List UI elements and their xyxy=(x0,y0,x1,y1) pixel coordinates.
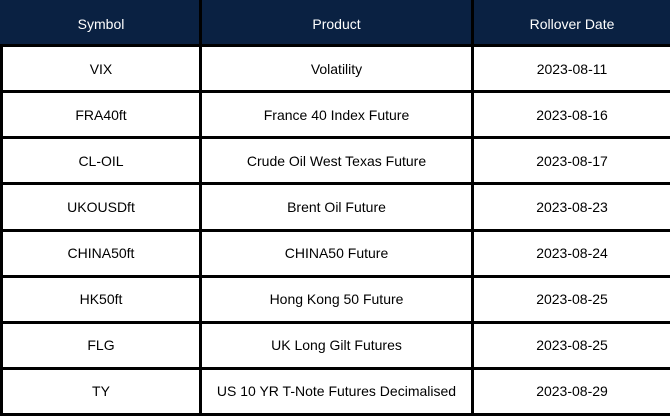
rollover-date-cell: 2023-08-16 xyxy=(471,90,670,140)
symbol-cell: VIX xyxy=(0,43,202,94)
product-cell: Brent Oil Future xyxy=(199,182,474,232)
table-row: CHINA50ft CHINA50 Future 2023-08-24 xyxy=(0,228,670,278)
header-product: Product xyxy=(199,0,474,47)
product-cell: France 40 Index Future xyxy=(199,90,474,140)
product-cell: CHINA50 Future xyxy=(199,228,474,278)
table-row: FLG UK Long Gilt Futures 2023-08-25 xyxy=(0,320,670,370)
symbol-cell: TY xyxy=(0,366,202,416)
rollover-date-cell: 2023-08-29 xyxy=(471,366,670,416)
symbol-cell: HK50ft xyxy=(0,274,202,324)
product-cell: Hong Kong 50 Future xyxy=(199,274,474,324)
symbol-cell: FRA40ft xyxy=(0,90,202,140)
symbol-cell: CHINA50ft xyxy=(0,228,202,278)
product-cell: Volatility xyxy=(199,43,474,94)
table-body: VIX Volatility 2023-08-11 FRA40ft France 40 … xyxy=(0,43,670,416)
header-symbol: Symbol xyxy=(0,0,202,47)
rollover-date-cell: 2023-08-25 xyxy=(471,274,670,324)
product-cell: UK Long Gilt Futures xyxy=(199,320,474,370)
rollover-date-cell: 2023-08-24 xyxy=(471,228,670,278)
header-rollover-date: Rollover Date xyxy=(471,0,670,47)
product-cell: Crude Oil West Texas Future xyxy=(199,136,474,186)
table-header-row: Symbol Product Rollover Date xyxy=(0,0,670,47)
table-row: TY US 10 YR T-Note Futures Decimalised 202… xyxy=(0,366,670,416)
symbol-cell: CL-OIL xyxy=(0,136,202,186)
rollover-date-cell: 2023-08-11 xyxy=(471,43,670,94)
symbol-cell: UKOUSDft xyxy=(0,182,202,232)
rollover-date-cell: 2023-08-25 xyxy=(471,320,670,370)
table-row: HK50ft Hong Kong 50 Future 2023-08-25 xyxy=(0,274,670,324)
product-cell: US 10 YR T-Note Futures Decimalised xyxy=(199,366,474,416)
table-row: CL-OIL Crude Oil West Texas Future 2023-08… xyxy=(0,136,670,186)
rollover-date-cell: 2023-08-23 xyxy=(471,182,670,232)
table-row: FRA40ft France 40 Index Future 2023-08-16 xyxy=(0,90,670,140)
rollover-date-cell: 2023-08-17 xyxy=(471,136,670,186)
symbol-cell: FLG xyxy=(0,320,202,370)
table-row: UKOUSDft Brent Oil Future 2023-08-23 xyxy=(0,182,670,232)
table-row: VIX Volatility 2023-08-11 xyxy=(0,43,670,94)
